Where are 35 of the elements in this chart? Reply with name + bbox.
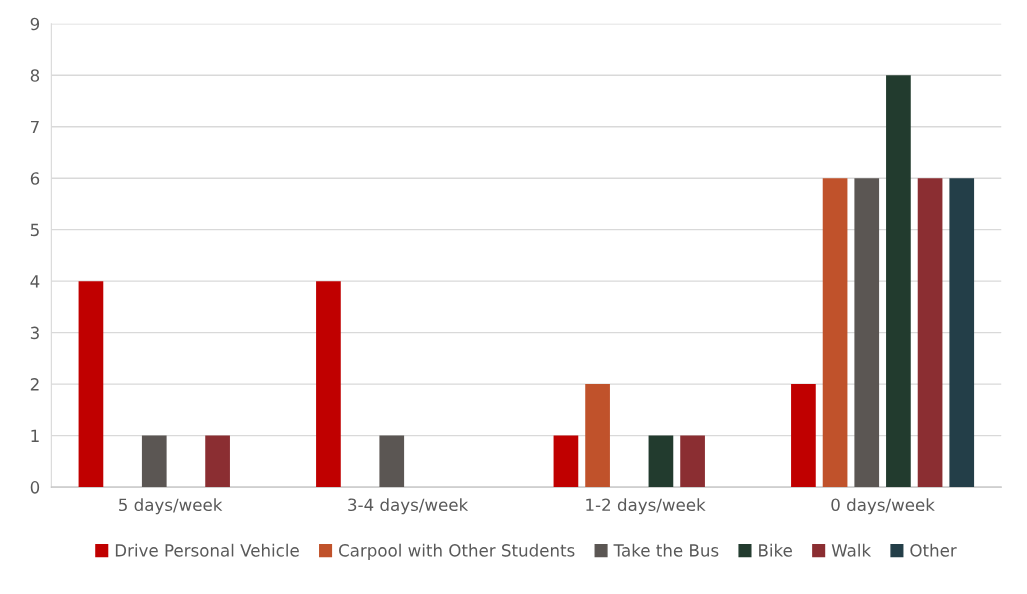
- bar: [205, 435, 230, 488]
- bar: [791, 384, 816, 488]
- y-tick-label: 0: [30, 481, 40, 494]
- y-tick-label: 1: [31, 429, 39, 442]
- bar: [141, 435, 167, 488]
- bar: [822, 178, 848, 488]
- legend-label: Bike: [759, 543, 792, 557]
- x-tick-label: 1-2 days/week: [586, 498, 706, 515]
- bar: [648, 435, 674, 488]
- y-tick-label: 7: [31, 120, 39, 134]
- bar: [553, 435, 579, 488]
- bar: [886, 75, 911, 488]
- legend-label: Take the Bus: [613, 543, 719, 557]
- bar: [854, 178, 880, 488]
- legend-label: Other: [910, 543, 957, 557]
- y-tick-label: 5: [30, 223, 39, 237]
- y-tick-label: 2: [30, 378, 39, 391]
- y-tick-label: 8: [30, 69, 40, 82]
- y-tick-label: 9: [30, 17, 40, 31]
- bar: [78, 281, 104, 488]
- bar: [379, 435, 405, 488]
- bar: [949, 178, 975, 488]
- y-tick-label: 3: [30, 326, 39, 340]
- y-tick-label: 6: [30, 172, 40, 185]
- bar: [316, 281, 341, 488]
- bar: [585, 384, 610, 488]
- legend-label: Walk: [831, 543, 872, 557]
- x-tick-label: 3-4 days/week: [348, 498, 469, 515]
- bar: [680, 435, 705, 488]
- x-tick-label: 0 days/week: [831, 498, 935, 515]
- legend-label: Carpool with Other Students: [339, 543, 575, 560]
- bar: [917, 178, 943, 488]
- y-tick-label: 4: [30, 275, 40, 288]
- x-tick-label: 5 days/week: [119, 498, 223, 515]
- legend-label: Drive Personal Vehicle: [115, 543, 299, 557]
